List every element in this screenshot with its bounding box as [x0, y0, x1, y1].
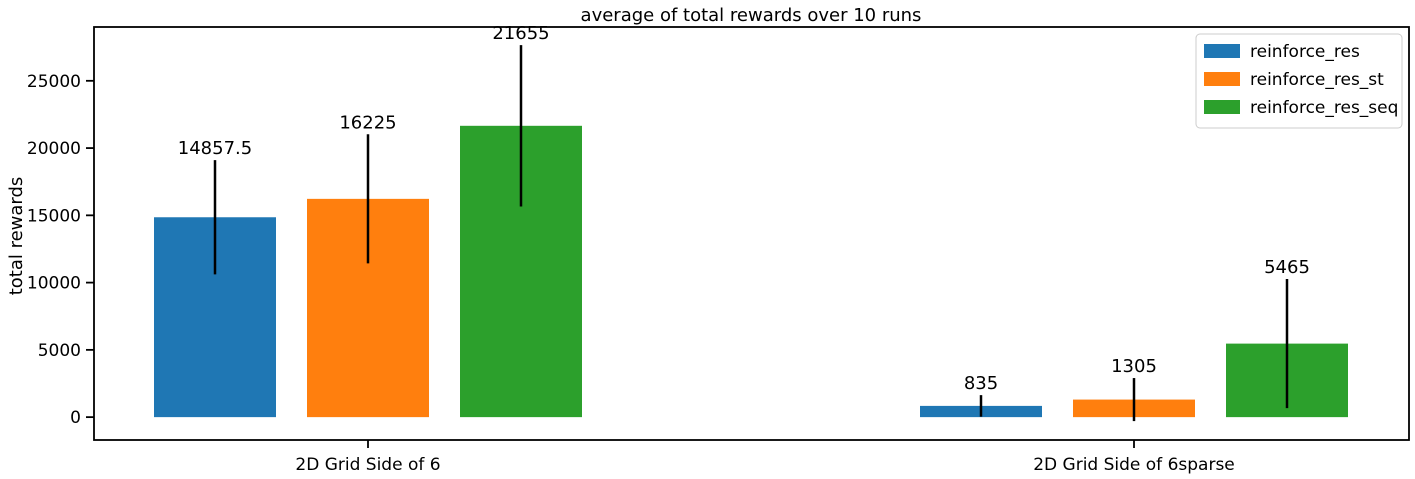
x-tick-label-0: 2D Grid Side of 6 [295, 455, 440, 475]
chart-title: average of total rewards over 10 runs [581, 5, 922, 26]
legend-swatch-reinforce_res_st [1204, 72, 1240, 86]
data-label-reinforce_res_st-1: 1305 [1111, 356, 1157, 377]
legend-swatch-reinforce_res_seq [1204, 100, 1240, 114]
legend: reinforce_res reinforce_res_st reinforce_r… [1195, 33, 1403, 129]
y-tick-label-0: 0 [70, 408, 81, 428]
data-label-reinforce_res_seq-1: 5465 [1264, 257, 1310, 278]
data-label-reinforce_res-0: 14857.5 [178, 138, 252, 159]
x-tick-label-1: 2D Grid Side of 6sparse [1033, 455, 1235, 475]
y-tick-label-15000: 15000 [27, 206, 81, 226]
y-axis-title: total rewards [6, 177, 27, 296]
legend-swatch-reinforce_res [1204, 44, 1240, 58]
y-tick-label-20000: 20000 [27, 139, 81, 159]
data-label-reinforce_res_seq-0: 21655 [492, 23, 549, 44]
legend-label-reinforce_res_seq: reinforce_res_seq [1250, 98, 1398, 118]
x-axis: 2D Grid Side of 6 2D Grid Side of 6sparse [295, 440, 1235, 475]
plot-frame [93, 26, 1410, 441]
data-label-reinforce_res_st-0: 16225 [339, 112, 396, 133]
legend-label-reinforce_res: reinforce_res [1250, 42, 1360, 62]
legend-label-reinforce_res_st: reinforce_res_st [1250, 70, 1384, 90]
y-tick-label-25000: 25000 [27, 72, 81, 92]
y-tick-label-10000: 10000 [27, 274, 81, 294]
legend-box [1195, 33, 1403, 129]
plot-marks: 14857.5 835 16225 1305 21655 5465 [154, 23, 1348, 422]
y-tick-label-5000: 5000 [38, 341, 81, 361]
y-axis: 0 5000 10000 15000 20000 25000 [27, 72, 94, 428]
data-label-reinforce_res-1: 835 [964, 373, 998, 394]
